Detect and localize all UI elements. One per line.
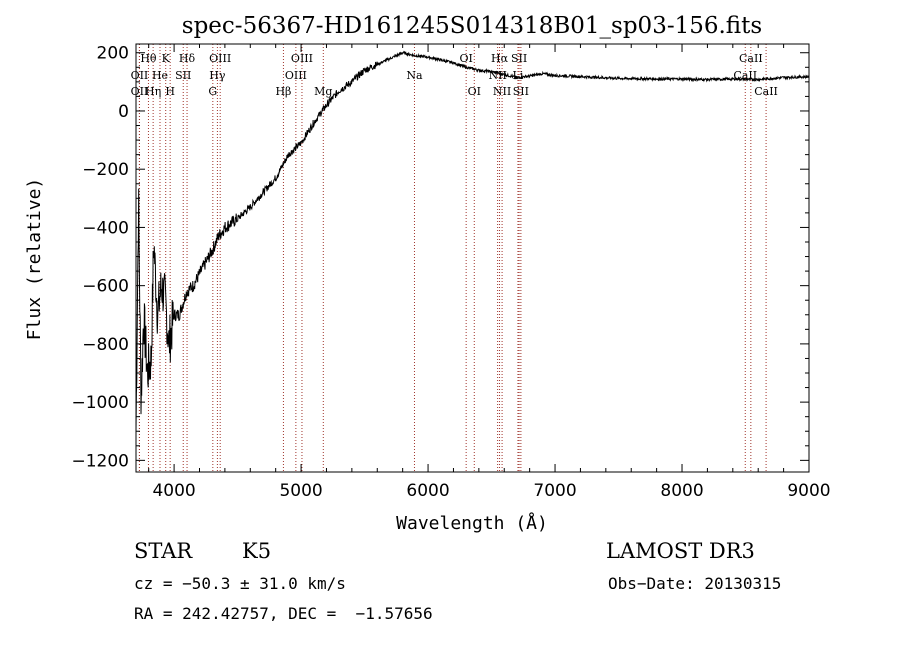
spectral-line-label: Hθ bbox=[140, 52, 157, 65]
spectral-line-label: H bbox=[165, 85, 175, 98]
spectral-line-label: Mg bbox=[314, 85, 332, 98]
chart-title: spec-56367-HD161245S014318B01_sp03-156.f… bbox=[182, 13, 762, 39]
y-tick-label: −400 bbox=[82, 218, 129, 238]
y-tick-label: −600 bbox=[82, 277, 129, 297]
spectral-line-label: OI bbox=[468, 85, 481, 98]
y-tick-label: −1000 bbox=[71, 393, 129, 413]
coordinates-readout: RA = 242.42757, DEC = −1.57656 bbox=[134, 604, 433, 623]
x-tick-label: 7000 bbox=[533, 481, 576, 501]
observation-date: Obs−Date: 20130315 bbox=[608, 574, 782, 593]
spectral-line-label: OIII bbox=[285, 69, 307, 82]
spectral-line-label: Hη bbox=[145, 85, 161, 98]
plot-frame bbox=[135, 43, 810, 473]
y-tick-label: −800 bbox=[82, 335, 129, 355]
x-tick-label: 8000 bbox=[660, 481, 703, 501]
spectral-line-label: CaII bbox=[739, 52, 763, 65]
spectral-line-label: Hγ bbox=[209, 69, 226, 82]
object-subclass: K5 bbox=[242, 539, 272, 563]
redshift-readout: cz = −50.3 ± 31.0 km/s bbox=[134, 574, 346, 593]
y-axis-title: Flux (relative) bbox=[24, 178, 45, 341]
x-tick-label: 6000 bbox=[406, 481, 449, 501]
spectral-line-label: Hβ bbox=[275, 85, 291, 98]
spectral-line-label: OI bbox=[459, 52, 472, 65]
spectral-line-label: Li bbox=[513, 69, 524, 82]
spectral-line-label: Na bbox=[406, 69, 423, 82]
object-class: STAR bbox=[134, 539, 193, 563]
spectral-line-label: SII bbox=[511, 52, 527, 65]
y-tick-label: −200 bbox=[82, 160, 129, 180]
x-tick-label: 5000 bbox=[279, 481, 322, 501]
x-axis-title: Wavelength (Å) bbox=[396, 512, 548, 534]
y-tick-label: 200 bbox=[97, 44, 129, 64]
spectral-line-label: Hδ bbox=[179, 52, 196, 65]
spectral-line-label: He bbox=[152, 69, 168, 82]
spectral-line-label: NII bbox=[493, 85, 511, 98]
x-tick-label: 9000 bbox=[787, 481, 830, 501]
spectral-line-label: OII bbox=[131, 69, 149, 82]
spectral-line-label: Hα bbox=[491, 52, 509, 65]
x-tick-label: 4000 bbox=[152, 481, 195, 501]
spectral-line-label: G bbox=[208, 85, 217, 98]
spectrum-line bbox=[135, 50, 810, 432]
spectral-line-label: K bbox=[162, 52, 171, 65]
survey-name: LAMOST DR3 bbox=[606, 539, 755, 563]
y-tick-label: 0 bbox=[118, 102, 129, 122]
y-tick-label: −1200 bbox=[71, 451, 129, 471]
axis-ticks: 4000 5000 6000 7000 8000 9000 −1200 −1000 −800 −6… bbox=[71, 44, 830, 501]
spectral-line-markers bbox=[138, 44, 767, 472]
spectral-line-label: OIII bbox=[291, 52, 313, 65]
spectral-line-label: OIII bbox=[209, 52, 231, 65]
spectral-line-label: OII bbox=[131, 85, 149, 98]
spectral-line-label: SII bbox=[513, 85, 529, 98]
spectral-line-label: SII bbox=[175, 69, 191, 82]
spectral-line-label: CaII bbox=[754, 85, 778, 98]
